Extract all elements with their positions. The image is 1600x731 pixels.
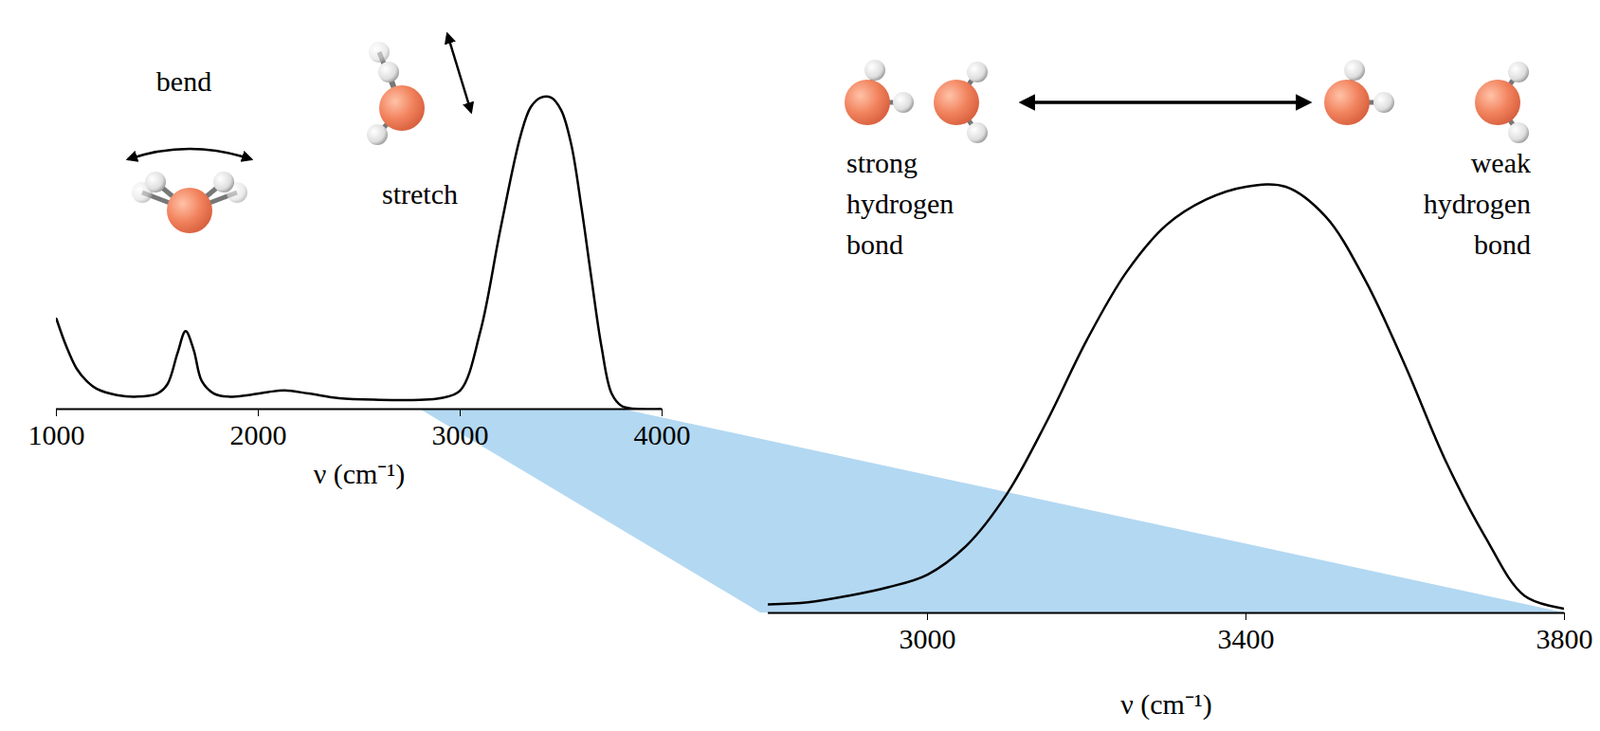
svg-text:3400: 3400 bbox=[1218, 622, 1275, 655]
svg-text:3000: 3000 bbox=[899, 622, 957, 655]
svg-text:hydrogen: hydrogen bbox=[846, 187, 954, 219]
svg-text:2000: 2000 bbox=[230, 418, 288, 451]
svg-text:3800: 3800 bbox=[1536, 622, 1594, 655]
svg-text:bend: bend bbox=[156, 65, 212, 97]
svg-text:1000: 1000 bbox=[28, 418, 86, 451]
svg-text:stretch: stretch bbox=[381, 178, 458, 210]
svg-text:hydrogen: hydrogen bbox=[1423, 187, 1531, 219]
svg-text:ν (cm⁻¹): ν (cm⁻¹) bbox=[1120, 688, 1213, 721]
svg-text:weak: weak bbox=[1471, 146, 1531, 179]
svg-text:strong: strong bbox=[846, 146, 918, 179]
svg-text:bond: bond bbox=[846, 228, 904, 260]
svg-text:ν (cm⁻¹): ν (cm⁻¹) bbox=[313, 457, 406, 491]
svg-text:3000: 3000 bbox=[432, 418, 490, 451]
svg-text:bond: bond bbox=[1473, 228, 1531, 260]
svg-text:4000: 4000 bbox=[634, 418, 691, 451]
